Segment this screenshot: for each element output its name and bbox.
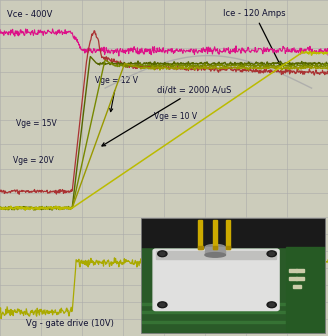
Bar <box>141 303 326 305</box>
Text: di/dt = 2000 A/uS: di/dt = 2000 A/uS <box>102 85 232 146</box>
Bar <box>205 247 225 255</box>
Ellipse shape <box>205 253 225 257</box>
Bar <box>289 269 297 272</box>
Ellipse shape <box>205 245 225 250</box>
Bar <box>213 246 217 249</box>
Bar <box>141 247 326 334</box>
Bar <box>293 285 301 288</box>
Ellipse shape <box>269 303 274 306</box>
Text: Vge = 15V: Vge = 15V <box>16 119 57 128</box>
Bar <box>296 277 304 280</box>
Bar <box>156 251 276 259</box>
Ellipse shape <box>267 302 276 308</box>
Text: Vce - 400V: Vce - 400V <box>7 10 52 19</box>
Bar <box>141 311 326 313</box>
Ellipse shape <box>158 251 167 257</box>
Bar <box>289 277 297 280</box>
Text: Vge = 12 V: Vge = 12 V <box>95 76 138 112</box>
Bar <box>141 321 326 323</box>
Ellipse shape <box>269 252 274 255</box>
Bar <box>226 246 230 249</box>
Bar <box>198 246 203 249</box>
Bar <box>141 218 326 247</box>
Ellipse shape <box>158 302 167 308</box>
Bar <box>213 219 217 249</box>
Ellipse shape <box>160 252 165 255</box>
Text: Vg - gate drive (10V): Vg - gate drive (10V) <box>26 320 114 329</box>
FancyBboxPatch shape <box>153 249 279 310</box>
Bar <box>296 269 304 272</box>
Bar <box>286 247 326 334</box>
Text: Vge = 20V: Vge = 20V <box>13 156 54 165</box>
Text: Ice - 120 Amps: Ice - 120 Amps <box>223 9 286 65</box>
Bar <box>198 219 202 249</box>
Bar <box>226 219 230 249</box>
Ellipse shape <box>267 251 276 257</box>
Text: Vge = 10 V: Vge = 10 V <box>154 112 197 121</box>
Ellipse shape <box>160 303 165 306</box>
